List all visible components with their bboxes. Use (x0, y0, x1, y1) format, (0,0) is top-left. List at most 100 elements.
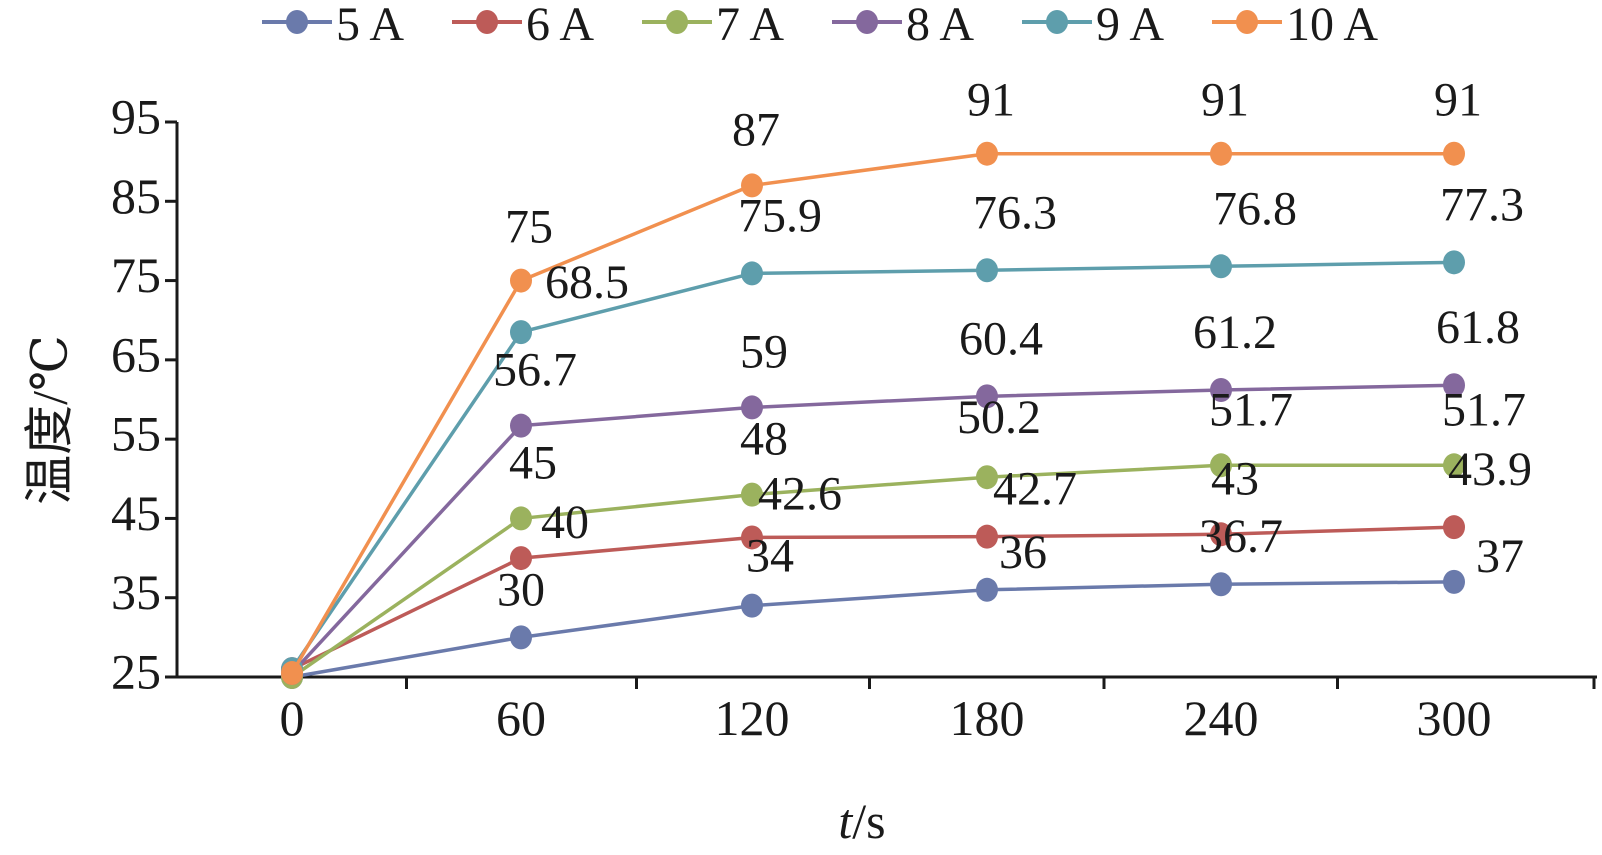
data-label: 75 (505, 201, 553, 254)
y-tick-label: 45 (111, 485, 161, 541)
data-label: 56.7 (493, 344, 577, 397)
legend-entry: 5 A (262, 0, 404, 51)
legend: 5 A 6 A 7 A 8 A 9 A 10 A (262, 0, 1378, 51)
y-tick-label: 95 (111, 88, 161, 144)
data-label: 59 (740, 325, 788, 378)
legend-label: 10 A (1286, 0, 1378, 51)
data-point (1210, 377, 1232, 402)
legend-label: 5 A (336, 0, 404, 51)
data-point (510, 506, 532, 531)
data-label: 42.7 (993, 463, 1077, 516)
data-point (976, 465, 998, 490)
series-10a (281, 141, 1465, 686)
legend-label: 7 A (716, 0, 784, 51)
x-tick-label: 0 (280, 690, 305, 746)
data-label: 30 (497, 563, 545, 616)
data-label: 77.3 (1440, 178, 1524, 231)
data-label: 37 (1476, 530, 1524, 583)
data-point (741, 395, 763, 420)
data-label: 76.8 (1213, 182, 1297, 235)
data-label: 91 (1434, 74, 1482, 127)
legend-label: 6 A (526, 0, 594, 51)
data-label: 42.6 (758, 467, 842, 520)
y-axis: 25 35 45 55 65 75 85 95 (111, 88, 179, 699)
data-point (1443, 141, 1465, 166)
data-point (1443, 453, 1465, 478)
x-tick-label: 120 (715, 690, 790, 746)
data-label: 48 (740, 413, 788, 466)
legend-marker (1046, 10, 1068, 34)
y-tick-label: 35 (111, 564, 161, 620)
data-point (1210, 453, 1232, 478)
series-line (290, 383, 1455, 675)
legend-marker (476, 10, 498, 34)
data-label: 40 (541, 496, 589, 549)
legend-entry: 8 A (832, 0, 974, 51)
series-layer (281, 141, 1465, 689)
x-axis-title-unit: /s (852, 793, 885, 849)
data-label: 51.7 (1442, 383, 1526, 436)
data-label: 91 (967, 74, 1015, 127)
legend-label: 8 A (906, 0, 974, 51)
data-label: 91 (1201, 74, 1249, 127)
data-point (976, 524, 998, 549)
data-point (741, 261, 763, 286)
data-point (1443, 250, 1465, 275)
legend-marker (666, 10, 688, 34)
data-point (1443, 569, 1465, 594)
data-label: 34 (746, 530, 794, 583)
series-6a (281, 515, 1465, 682)
data-point (741, 525, 763, 550)
x-tick-label: 180 (950, 690, 1025, 746)
legend-marker (1236, 10, 1258, 34)
data-label: 43.9 (1448, 443, 1532, 496)
y-tick-label: 85 (111, 168, 161, 224)
data-point (741, 482, 763, 507)
data-point (741, 173, 763, 198)
data-label: 76.3 (973, 186, 1057, 239)
y-axis-title: 温度/℃ (21, 335, 77, 505)
legend-marker (286, 10, 308, 34)
series-line (290, 151, 1454, 674)
data-point (976, 577, 998, 602)
legend-entry: 9 A (1022, 0, 1164, 51)
data-point (976, 384, 998, 409)
data-labels: 30 34 36 36.7 37 40 42.6 42.7 43 43.9 45 48 50.2 51.7… (493, 74, 1532, 617)
data-label: 36 (999, 526, 1047, 579)
legend-marker (856, 10, 878, 34)
x-axis-title-var: t (838, 793, 853, 849)
data-point (510, 413, 532, 438)
data-label: 51.7 (1209, 383, 1293, 436)
y-tick-label: 75 (111, 247, 161, 303)
y-tick-label: 55 (111, 406, 161, 462)
data-point (510, 268, 532, 293)
data-point (510, 625, 532, 650)
data-point (510, 320, 532, 345)
data-point (1210, 572, 1232, 597)
series-line (291, 580, 1455, 679)
x-tick-label: 240 (1184, 690, 1259, 746)
data-label: 60.4 (959, 312, 1043, 365)
data-label: 43 (1211, 452, 1259, 505)
data-point (1210, 141, 1232, 166)
data-point (976, 141, 998, 166)
data-point (976, 258, 998, 283)
x-axis: 0 60 120 180 240 300 (177, 675, 1597, 746)
y-tick-label: 65 (111, 326, 161, 382)
data-label: 36.7 (1199, 510, 1283, 563)
series-line (291, 525, 1455, 671)
data-label: 87 (732, 103, 780, 156)
x-tick-label: 60 (496, 690, 546, 746)
data-point (1210, 254, 1232, 279)
y-tick-label: 25 (111, 643, 161, 699)
x-axis-title: t/s (838, 793, 885, 849)
legend-entry: 10 A (1212, 0, 1378, 51)
series-7a (281, 453, 1465, 689)
data-point (510, 546, 532, 571)
data-label: 45 (509, 436, 557, 489)
data-point (1443, 515, 1465, 540)
legend-label: 9 A (1096, 0, 1164, 51)
data-point (281, 661, 303, 686)
data-label: 75.9 (738, 189, 822, 242)
